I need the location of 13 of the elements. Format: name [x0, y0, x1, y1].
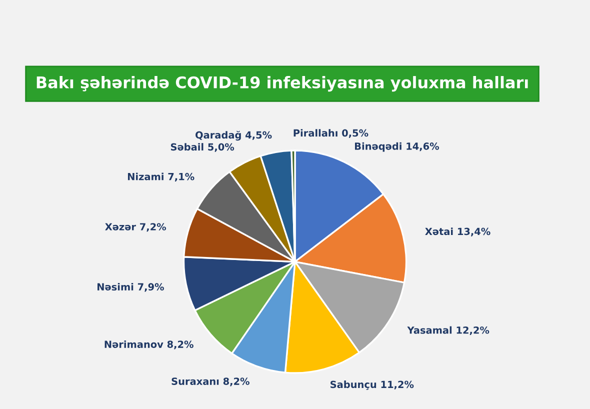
slice-label: Binəqədi 14,6%	[355, 142, 440, 152]
slice-label: Pirallahı 0,5%	[294, 129, 368, 138]
chart-title: Bakı şəhərində COVID-19 infeksiyasına yoluxma halları	[36, 76, 528, 92]
slice-label: Qaradağ 4,5%	[196, 130, 272, 141]
slice-label: Suraxanı 8,2%	[172, 378, 250, 386]
slice-label: Sabunçu 11,2%	[330, 380, 414, 390]
slice-label: Xətai 13,4%	[425, 228, 490, 236]
slice-label: Səbail 5,0%	[170, 143, 234, 152]
slice-label: Yasamal 12,2%	[407, 326, 490, 336]
slice-label: Nəsimi 7,9%	[98, 283, 164, 292]
slice-label: Nizami 7,1%	[128, 172, 194, 182]
slice-label: Nərimanov 8,2%	[104, 340, 194, 350]
slice-label: Xəzər 7,2%	[105, 223, 166, 232]
